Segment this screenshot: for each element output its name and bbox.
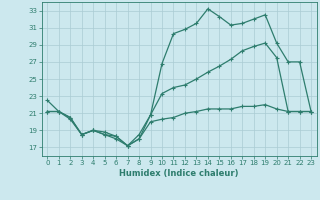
X-axis label: Humidex (Indice chaleur): Humidex (Indice chaleur) <box>119 169 239 178</box>
